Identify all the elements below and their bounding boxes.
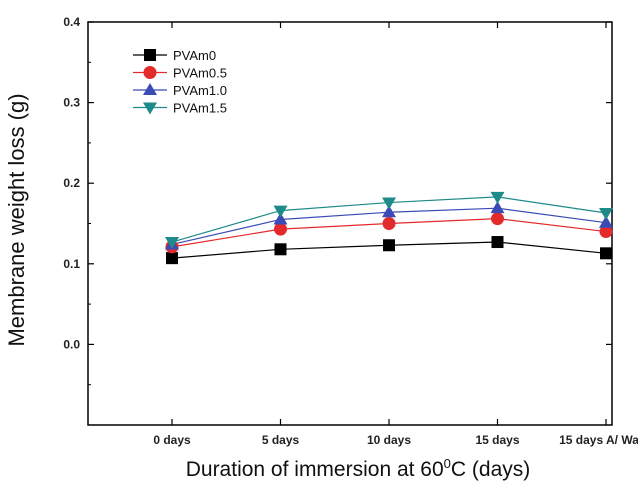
x-tick-label: 5 days [262,433,300,447]
data-point-PVAm1.5 [490,191,505,204]
data-point-PVAm1.5 [273,205,288,218]
data-point-PVAm0 [491,236,504,249]
data-point-PVAm0.5 [491,212,504,226]
data-point-PVAm1.5 [382,197,396,210]
x-tick-label: 15 days [475,433,519,447]
data-point-PVAm0 [166,252,178,265]
data-point-PVAm1.0 [490,201,505,214]
y-tick-label: 0.2 [63,176,80,190]
legend-marker [143,83,157,95]
legend-label: PVAm0.5 [173,66,227,81]
data-point-PVAm1.0 [599,215,613,228]
y-axis-title: Membrane weight loss (g) [4,93,29,346]
y-tick-label: 0.4 [63,15,80,29]
data-point-PVAm1.5 [165,237,179,250]
legend-label: PVAm0 [173,48,216,63]
data-point-PVAm0 [383,239,395,252]
y-tick-label: 0.1 [63,257,80,271]
data-point-PVAm0 [274,243,287,256]
x-tick-label: 0 days [153,433,191,447]
legend-marker [143,66,157,79]
legend-marker [144,49,156,61]
x-axis-title-main: Duration of immersion at 60 [186,458,444,481]
data-point-PVAm0.5 [274,222,287,236]
y-tick-label: 0.3 [63,96,80,110]
data-point-PVAm1.0 [273,212,288,225]
data-point-PVAm1.0 [382,205,396,218]
data-point-PVAm0.5 [382,217,396,230]
x-tick-label: 15 days A/ Wash [559,433,638,447]
legend-label: PVAm1.5 [173,101,227,116]
x-tick-label: 10 days [367,433,411,447]
data-point-PVAm1.5 [599,208,613,221]
y-tick-label: 0.0 [63,337,80,351]
x-axis-title-unit: C (days) [451,458,530,481]
x-axis-title: Duration of immersion at 600C (days) [186,456,531,481]
legend-label: PVAm1.0 [173,83,227,98]
data-point-PVAm0.5 [599,225,613,239]
x-axis-title-superscript: 0 [444,456,451,471]
legend-marker [143,102,157,115]
data-point-PVAm0 [600,247,612,260]
